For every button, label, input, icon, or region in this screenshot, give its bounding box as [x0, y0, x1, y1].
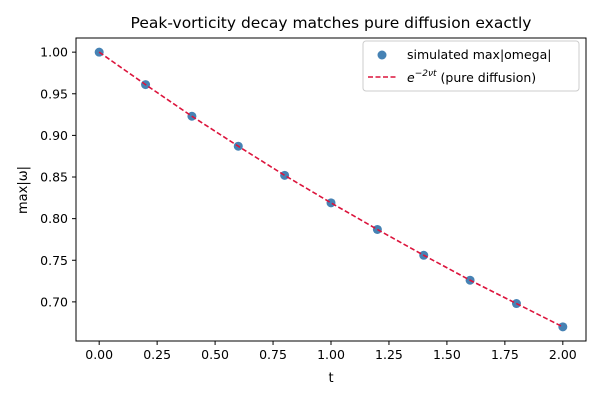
x-axis: 0.00 0.25 0.50 0.75 1.00 1.25 1.50 1.75 2.00	[85, 341, 577, 362]
x-tick-label-5: 1.25	[375, 347, 403, 362]
data-point-10	[558, 322, 568, 332]
y-tick-label-2: 0.80	[40, 211, 68, 226]
x-tick-label-2: 0.50	[201, 347, 229, 362]
legend: simulated max|omega| e−2νt (pure diffusi…	[362, 40, 580, 92]
x-tick-label-1: 0.25	[143, 347, 171, 362]
x-tick-label-0: 0.00	[85, 347, 113, 362]
y-axis-title: max|ω|	[16, 166, 31, 214]
legend-marker-simulated	[377, 50, 387, 60]
x-tick-label-8: 2.00	[549, 347, 577, 362]
x-tick-label-4: 1.00	[317, 347, 345, 362]
x-tick-label-3: 0.75	[259, 347, 287, 362]
x-axis-title: t	[328, 371, 333, 386]
diffusion-line	[98, 51, 564, 328]
y-tick-label-5: 0.95	[40, 86, 68, 101]
legend-label-diffusion-rest: (pure diffusion)	[437, 70, 537, 85]
x-tick-label-6: 1.50	[433, 347, 461, 362]
y-tick-label-4: 0.90	[40, 128, 68, 143]
y-tick-label-3: 0.85	[40, 170, 68, 185]
legend-label-simulated: simulated max|omega|	[407, 47, 551, 62]
y-tick-label-6: 1.00	[40, 45, 68, 60]
data-point-4	[280, 170, 290, 180]
y-tick-label-1: 0.75	[40, 253, 68, 268]
plot-area	[94, 47, 568, 332]
legend-label-diffusion: e−2νt (pure diffusion)	[407, 69, 536, 85]
data-point-5	[326, 198, 336, 208]
y-tick-label-0: 0.70	[40, 294, 68, 309]
legend-label-diffusion-base: e	[407, 70, 415, 85]
legend-label-diffusion-exponent: −2νt	[415, 69, 437, 79]
y-axis: 0.70 0.75 0.80 0.85 0.90 0.95 1.00	[40, 45, 76, 309]
chart-title: Peak-vorticity decay matches pure diffus…	[131, 14, 532, 32]
x-tick-label-7: 1.75	[491, 347, 519, 362]
legend-box	[362, 40, 580, 92]
